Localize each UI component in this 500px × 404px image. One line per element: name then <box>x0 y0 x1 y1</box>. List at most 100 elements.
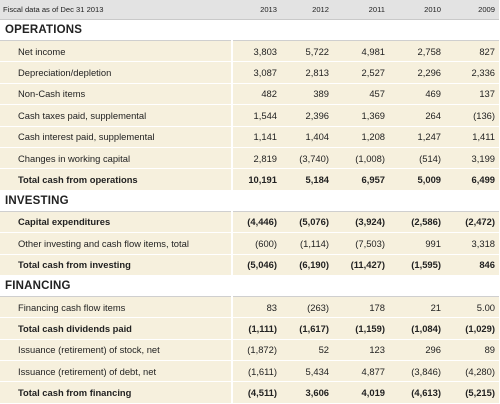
value-cell: 3,318 <box>445 232 499 255</box>
value-cell: (600) <box>231 232 281 255</box>
value-cell: (11,427) <box>333 254 389 276</box>
section-header-financing: FINANCING <box>0 274 499 297</box>
value-cell: (5,046) <box>231 254 281 276</box>
value-cell: (4,280) <box>445 360 499 383</box>
value-cell: 2,336 <box>445 61 499 84</box>
value-cell: 2,396 <box>281 104 333 127</box>
value-cell: 991 <box>389 232 445 255</box>
row-label: Other investing and cash flow items, tot… <box>0 232 232 255</box>
section-header-investing: INVESTING <box>0 189 499 212</box>
value-cell: (514) <box>389 147 445 170</box>
year-header: 2010 <box>389 0 445 20</box>
value-cell: 4,019 <box>333 381 389 404</box>
value-cell: 178 <box>333 296 389 319</box>
row-label: Issuance (retirement) of debt, net <box>0 360 232 383</box>
year-header: 2013 <box>232 0 281 20</box>
value-cell: (1,084) <box>389 317 445 340</box>
value-cell: 2,527 <box>333 61 389 84</box>
value-cell: 2,819 <box>231 147 281 170</box>
value-cell: 827 <box>445 40 499 63</box>
value-cell: 52 <box>281 339 333 362</box>
value-cell: (1,159) <box>333 317 389 340</box>
section-title: FINANCING <box>0 274 499 297</box>
value-cell: 3,087 <box>231 61 281 84</box>
table-row: Depreciation/depletion 3,087 2,813 2,527 2,2… <box>0 61 499 84</box>
value-cell: (1,611) <box>231 360 281 383</box>
value-cell: 389 <box>281 83 333 106</box>
value-cell: 846 <box>445 254 499 276</box>
value-cell: (3,924) <box>333 211 389 234</box>
value-cell: 1,411 <box>445 126 499 148</box>
value-cell: 2,813 <box>281 61 333 84</box>
value-cell: 457 <box>333 83 389 106</box>
value-cell: (5,215) <box>445 381 499 404</box>
header-row: Fiscal data as of Dec 31 2013 2013 2012 … <box>0 0 499 20</box>
value-cell: (5,076) <box>281 211 333 234</box>
total-row: Total cash from operations 10,191 5,184 6,9… <box>0 168 499 191</box>
year-header: 2009 <box>445 0 499 20</box>
value-cell: (2,586) <box>389 211 445 234</box>
value-cell: 6,957 <box>333 168 389 191</box>
value-cell: (263) <box>281 296 333 319</box>
total-row: Total cash dividends paid (1,111) (1,617)(… <box>0 317 499 340</box>
value-cell: 3,803 <box>231 40 281 63</box>
row-label: Non-Cash items <box>0 83 232 106</box>
section-header-operations: OPERATIONS <box>0 19 499 41</box>
row-label: Changes in working capital <box>0 147 232 170</box>
value-cell: 469 <box>389 83 445 106</box>
row-label: Issuance (retirement) of stock, net <box>0 339 232 362</box>
value-cell: (136) <box>445 104 499 127</box>
value-cell: 3,199 <box>445 147 499 170</box>
value-cell: 5,722 <box>281 40 333 63</box>
value-cell: 4,981 <box>333 40 389 63</box>
value-cell: 4,877 <box>333 360 389 383</box>
row-label: Total cash from financing <box>0 381 232 404</box>
value-cell: 1,208 <box>333 126 389 148</box>
value-cell: 1,141 <box>231 126 281 148</box>
value-cell: (3,740) <box>281 147 333 170</box>
row-label: Financing cash flow items <box>0 296 232 319</box>
value-cell: (1,008) <box>333 147 389 170</box>
section-title: OPERATIONS <box>0 19 499 41</box>
value-cell: (1,114) <box>281 232 333 255</box>
value-cell: (4,446) <box>231 211 281 234</box>
table-row: Net income 3,803 5,722 4,981 2,758 827 <box>0 40 499 63</box>
table-row: Changes in working capital 2,819 (3,740) (1… <box>0 147 499 170</box>
row-label: Cash interest paid, supplemental <box>0 126 232 148</box>
row-label: Cash taxes paid, supplemental <box>0 104 232 127</box>
value-cell: 5,009 <box>389 168 445 191</box>
table-row: Other investing and cash flow items, tot… <box>0 232 499 255</box>
total-row: Total cash from financing (4,511) 3,606 4,0… <box>0 381 499 404</box>
row-label: Total cash from investing <box>0 254 232 276</box>
value-cell: 1,544 <box>231 104 281 127</box>
row-label: Total cash dividends paid <box>0 317 232 340</box>
value-cell: (1,617) <box>281 317 333 340</box>
row-label: Capital expenditures <box>0 211 232 234</box>
value-cell: 83 <box>231 296 281 319</box>
value-cell: (2,472) <box>445 211 499 234</box>
value-cell: (4,613) <box>389 381 445 404</box>
value-cell: (1,872) <box>231 339 281 362</box>
value-cell: 123 <box>333 339 389 362</box>
value-cell: (3,846) <box>389 360 445 383</box>
value-cell: (1,029) <box>445 317 499 340</box>
value-cell: 1,369 <box>333 104 389 127</box>
value-cell: 89 <box>445 339 499 362</box>
fiscal-date-label: Fiscal data as of Dec 31 2013 <box>0 0 232 20</box>
value-cell: (4,511) <box>231 381 281 404</box>
section-title: INVESTING <box>0 189 499 212</box>
value-cell: 482 <box>231 83 281 106</box>
value-cell: 1,404 <box>281 126 333 148</box>
value-cell: 2,758 <box>389 40 445 63</box>
value-cell: 10,191 <box>231 168 281 191</box>
value-cell: 5,434 <box>281 360 333 383</box>
value-cell: 6,499 <box>445 168 499 191</box>
value-cell: 264 <box>389 104 445 127</box>
value-cell: 137 <box>445 83 499 106</box>
value-cell: (6,190) <box>281 254 333 276</box>
row-label: Total cash from operations <box>0 168 232 191</box>
total-row: Total cash from investing (5,046) (6,190)(… <box>0 254 499 276</box>
value-cell: 3,606 <box>281 381 333 404</box>
year-header: 2011 <box>333 0 389 20</box>
